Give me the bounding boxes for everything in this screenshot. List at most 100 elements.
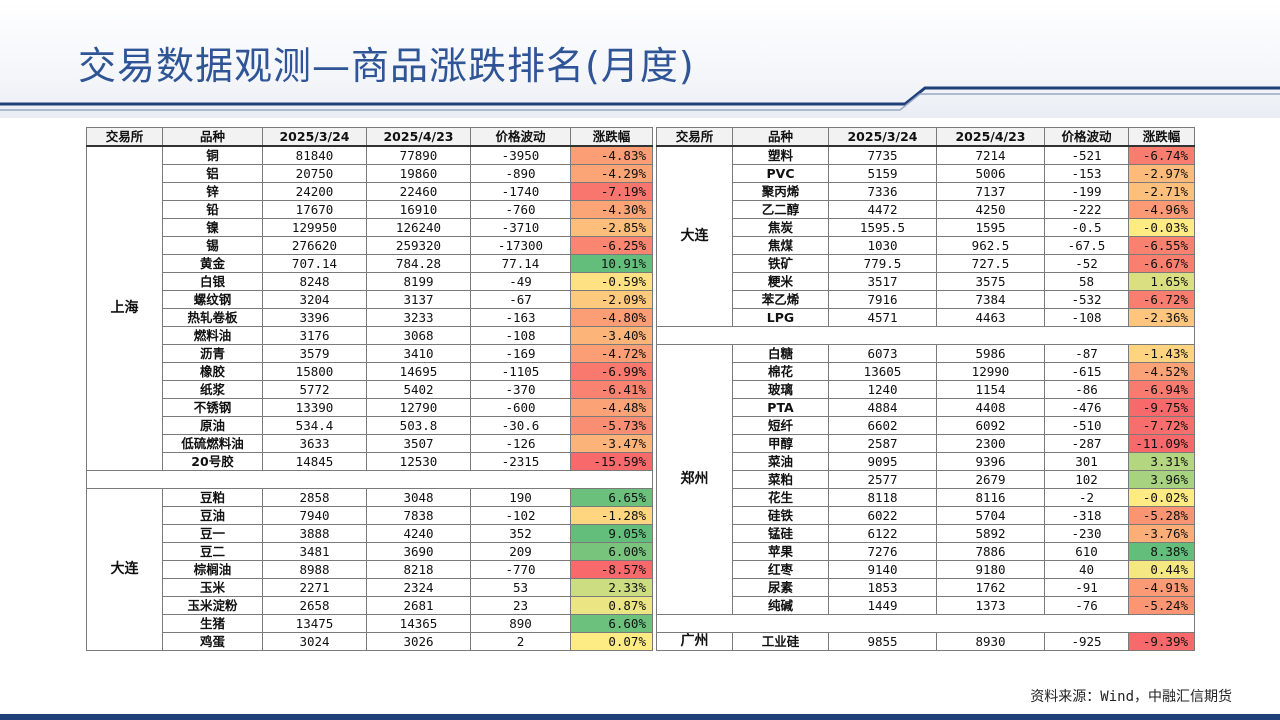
price-start-cell: 2658: [262, 596, 367, 615]
group-separator-cell: [86, 470, 653, 489]
header-date-2: 2025/4/23: [936, 127, 1045, 147]
variety-cell: 塑料: [732, 145, 829, 165]
price-end-cell: 4250: [936, 200, 1045, 219]
price-end-cell: 259320: [366, 236, 471, 255]
price-start-cell: 5772: [262, 380, 367, 399]
price-change-cell: -318: [1044, 506, 1129, 525]
pct-change-cell: -4.29%: [570, 164, 653, 183]
price-start-cell: 3888: [262, 524, 367, 543]
table-row: 锌 24200 22460 -1740 -7.19%: [87, 182, 653, 201]
table-row: LPG 4571 4463 -108 -2.36%: [657, 308, 1195, 327]
exchange-cell: 大连: [86, 488, 163, 651]
pct-change-cell: 3.31%: [1128, 452, 1195, 471]
table-row: 乙二醇 4472 4250 -222 -4.96%: [657, 200, 1195, 219]
price-end-cell: 1373: [936, 596, 1045, 615]
pct-change-cell: -15.59%: [570, 452, 653, 471]
price-start-cell: 8118: [828, 488, 937, 507]
variety-cell: LPG: [732, 308, 829, 327]
table-row: 硅铁 6022 5704 -318 -5.28%: [657, 506, 1195, 525]
price-end-cell: 8116: [936, 488, 1045, 507]
pct-change-cell: -4.83%: [570, 145, 653, 165]
table-row: 棉花 13605 12990 -615 -4.52%: [657, 362, 1195, 381]
price-end-cell: 12790: [366, 398, 471, 417]
price-end-cell: 3690: [366, 542, 471, 561]
table-row: 大连 豆粕 2858 3048 190 6.65%: [86, 488, 653, 651]
table-row: 菜粕 2577 2679 102 3.96%: [657, 470, 1195, 489]
table-row: 铝 20750 19860 -890 -4.29%: [87, 164, 653, 183]
table-row: 螺纹钢 3204 3137 -67 -2.09%: [87, 290, 653, 309]
price-end-cell: 9396: [936, 452, 1045, 471]
pct-change-cell: -2.71%: [1128, 182, 1195, 201]
variety-cell: 硅铁: [732, 506, 829, 525]
price-change-cell: -17300: [470, 236, 571, 255]
variety-cell: 豆二: [162, 542, 263, 561]
price-start-cell: 2577: [828, 470, 937, 489]
pct-change-cell: -4.48%: [570, 398, 653, 417]
price-start-cell: 9095: [828, 452, 937, 471]
table-row: PVC 5159 5006 -153 -2.97%: [657, 164, 1195, 183]
price-start-cell: 1449: [828, 596, 937, 615]
price-start-cell: 14845: [262, 452, 367, 471]
table-row: 棕榈油 8988 8218 -770 -8.57%: [87, 560, 653, 579]
price-end-cell: 7384: [936, 290, 1045, 309]
table-row: 广州 工业硅 9855 8930 -925 -9.39%: [656, 632, 1195, 651]
price-change-cell: -615: [1044, 362, 1129, 381]
price-change-cell: -521: [1044, 145, 1129, 165]
price-change-cell: 77.14: [470, 254, 571, 273]
price-start-cell: 15800: [262, 362, 367, 381]
table-row: 橡胶 15800 14695 -1105 -6.99%: [87, 362, 653, 381]
price-start-cell: 276620: [262, 236, 367, 255]
price-end-cell: 3026: [366, 632, 471, 651]
price-change-cell: -199: [1044, 182, 1129, 201]
variety-cell: 橡胶: [162, 362, 263, 381]
variety-cell: 锰硅: [732, 524, 829, 543]
variety-cell: 锌: [162, 182, 263, 201]
variety-cell: 20号胶: [162, 452, 263, 471]
price-end-cell: 1762: [936, 578, 1045, 597]
pct-change-cell: -6.41%: [570, 380, 653, 399]
price-start-cell: 7940: [262, 506, 367, 525]
group-separator-row: [656, 326, 1195, 345]
price-start-cell: 2858: [262, 488, 367, 507]
pct-change-cell: -2.36%: [1128, 308, 1195, 327]
price-change-cell: -52: [1044, 254, 1129, 273]
variety-cell: 铝: [162, 164, 263, 183]
price-end-cell: 5402: [366, 380, 471, 399]
table-row: 上海铜 81840 77890 -3950 -4.83%: [86, 145, 653, 471]
table-row: 不锈钢 13390 12790 -600 -4.48%: [87, 398, 653, 417]
price-end-cell: 2679: [936, 470, 1045, 489]
price-end-cell: 14365: [366, 614, 471, 633]
variety-cell: 棕榈油: [162, 560, 263, 579]
price-end-cell: 8930: [936, 632, 1045, 651]
price-end-cell: 3575: [936, 272, 1045, 291]
table-row: 红枣 9140 9180 40 0.44%: [657, 560, 1195, 579]
header-pct-change: 涨跌幅: [1128, 127, 1195, 147]
variety-cell: 沥青: [162, 344, 263, 363]
variety-cell: 豆油: [162, 506, 263, 525]
exchange-cell: 上海: [86, 145, 163, 471]
exchange-cell: 广州: [656, 632, 733, 651]
variety-cell: 燃料油: [162, 326, 263, 345]
price-change-cell: -2: [1044, 488, 1129, 507]
price-start-cell: 779.5: [828, 254, 937, 273]
price-change-cell: -476: [1044, 398, 1129, 417]
pct-change-cell: 6.60%: [570, 614, 653, 633]
variety-cell: 粳米: [732, 272, 829, 291]
pct-change-cell: 0.07%: [570, 632, 653, 651]
variety-cell: 铅: [162, 200, 263, 219]
pct-change-cell: -6.74%: [1128, 145, 1195, 165]
table-row: 黄金 707.14 784.28 77.14 10.91%: [87, 254, 653, 273]
source-note: 资料来源：Wind，中融汇信期货: [1030, 689, 1232, 705]
price-start-cell: 129950: [262, 218, 367, 237]
price-change-cell: -30.6: [470, 416, 571, 435]
price-change-cell: -230: [1044, 524, 1129, 543]
variety-cell: 乙二醇: [732, 200, 829, 219]
price-end-cell: 22460: [366, 182, 471, 201]
pct-change-cell: -7.72%: [1128, 416, 1195, 435]
price-start-cell: 1595.5: [828, 218, 937, 237]
price-change-cell: 40: [1044, 560, 1129, 579]
price-change-cell: 301: [1044, 452, 1129, 471]
price-start-cell: 81840: [262, 145, 367, 165]
pct-change-cell: -1.43%: [1128, 344, 1195, 363]
price-start-cell: 9140: [828, 560, 937, 579]
